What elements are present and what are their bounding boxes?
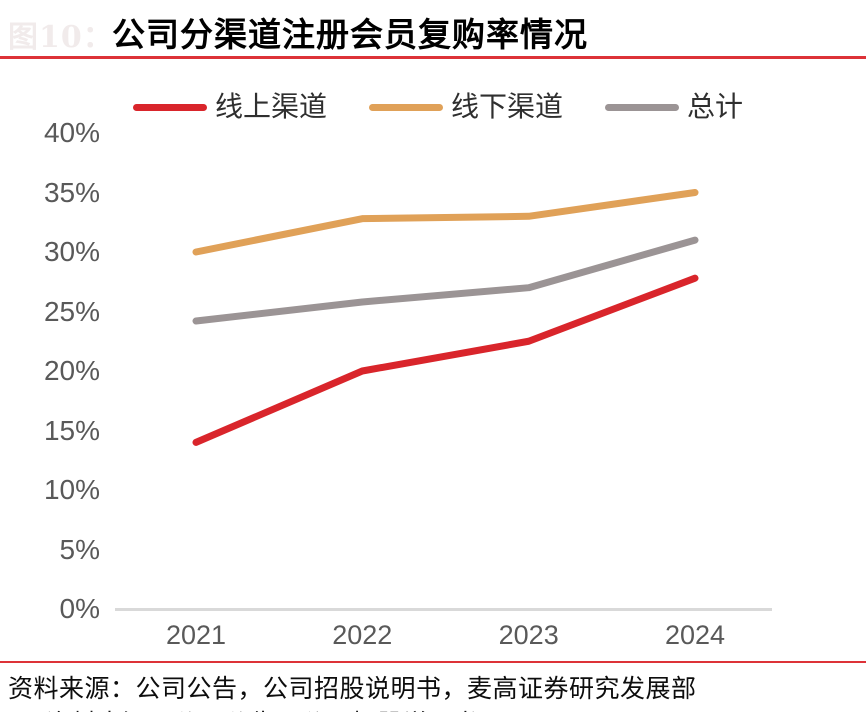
y-axis-tick-label: 30% (43, 236, 100, 267)
clipped-bottom-text: 资料来源：公司公告，公司招股说明书 (46, 704, 480, 712)
y-axis-tick-label: 5% (59, 533, 100, 565)
legend-swatch-offline-icon (369, 103, 444, 111)
legend-item-online: 线上渠道 (133, 93, 327, 121)
legend-label-offline: 线下渠道 (451, 90, 564, 123)
figure-number-label: 图10： (8, 20, 114, 55)
y-axis-tick-label: 35% (43, 176, 100, 208)
figure-title: 公司分渠道注册会员复购率情况 (112, 15, 588, 54)
y-axis-tick-label: 15% (43, 414, 100, 446)
legend-label-total: 总计 (687, 90, 744, 123)
x-axis-tick-label: 2022 (332, 620, 393, 650)
title-divider-rule (0, 56, 866, 59)
legend-item-total: 总计 (605, 93, 743, 121)
y-axis-tick-label: 40% (43, 117, 100, 148)
x-axis-tick-label: 2024 (664, 620, 726, 650)
chart-legend: 线上渠道 线下渠道 总计 (133, 93, 785, 121)
footer-divider-rule (0, 661, 866, 663)
y-axis-tick-label: 0% (59, 593, 100, 624)
legend-item-offline: 线下渠道 (369, 93, 563, 121)
series-line-1 (192, 189, 699, 256)
legend-label-online: 线上渠道 (215, 90, 328, 123)
x-axis-tick-label: 2021 (165, 620, 227, 650)
y-axis-tick-label: 25% (43, 295, 100, 327)
source-note: 资料来源：公司公告，公司招股说明书，麦高证券研究发展部 (8, 674, 697, 703)
series-line-0 (192, 274, 699, 446)
y-axis-tick-label: 10% (43, 474, 100, 505)
x-axis-tick-label: 2023 (498, 620, 559, 650)
series-line-2 (192, 236, 699, 325)
legend-swatch-online-icon (133, 103, 207, 111)
legend-swatch-total-icon (605, 103, 680, 111)
y-axis-tick-label: 20% (43, 355, 100, 386)
